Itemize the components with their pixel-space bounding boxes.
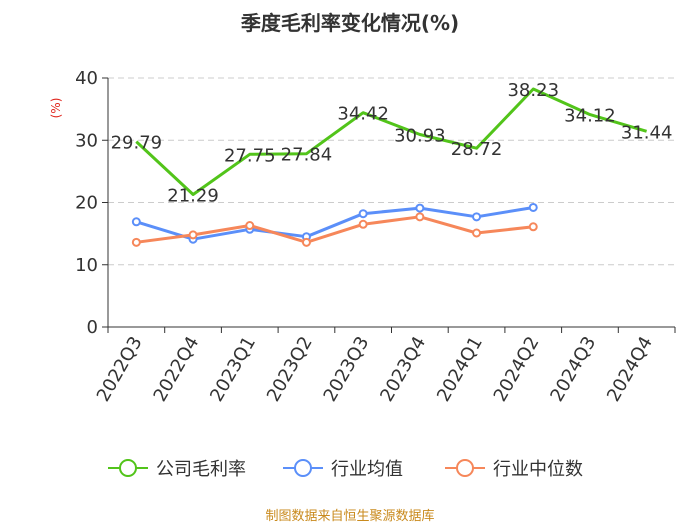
legend-item-1[interactable]: 公司毛利率	[108, 459, 246, 480]
series-line	[135, 87, 648, 196]
y-axis-label: (%)	[49, 98, 63, 119]
data-point	[131, 217, 141, 227]
data-label: 34.12	[564, 106, 616, 127]
x-tick-label: 2024Q1	[433, 333, 487, 405]
data-point	[415, 212, 425, 222]
x-tick-label: 2023Q1	[206, 333, 260, 405]
legend[interactable]: 公司毛利率 行业均值 行业中位数	[108, 459, 583, 480]
legend-marker	[119, 459, 137, 477]
y-tick-label: 30	[75, 130, 98, 151]
series-lines	[131, 87, 648, 247]
data-point	[415, 203, 425, 213]
series-line	[136, 215, 534, 244]
data-label: 29.79	[111, 133, 163, 154]
x-tick-label: 2022Q3	[93, 333, 147, 405]
y-tick-label: 0	[87, 317, 98, 338]
legend-item-2[interactable]: 行业均值	[283, 459, 403, 480]
legend-label: 行业均值	[331, 459, 403, 480]
x-tick-label: 2024Q2	[490, 333, 544, 405]
data-label: 31.44	[621, 122, 673, 143]
x-tick-label: 2023Q4	[376, 333, 430, 405]
data-point	[528, 202, 538, 212]
x-tick-label: 2022Q4	[149, 333, 203, 405]
legend-label: 公司毛利率	[156, 459, 246, 480]
data-point	[472, 212, 482, 222]
x-tick-label: 2023Q2	[263, 333, 317, 405]
data-point	[131, 237, 141, 247]
source-note: 制图数据来自恒生聚源数据库	[265, 508, 434, 524]
data-label: 27.84	[281, 145, 333, 166]
legend-label: 行业中位数	[493, 459, 583, 480]
y-tick-label: 10	[75, 255, 98, 276]
data-point	[245, 221, 255, 231]
data-label: 28.72	[451, 139, 503, 160]
data-point	[358, 219, 368, 229]
data-label: 30.93	[394, 125, 446, 146]
data-point	[188, 230, 198, 240]
data-label: 34.42	[337, 104, 389, 125]
y-tick-label: 40	[75, 68, 98, 89]
series-1	[135, 87, 648, 196]
y-tick-label: 20	[75, 193, 98, 214]
series-2	[131, 202, 538, 244]
series-line	[135, 206, 534, 241]
x-tick-label: 2023Q3	[320, 333, 374, 405]
series-3	[131, 212, 538, 247]
data-point	[528, 222, 538, 232]
data-label: 21.29	[167, 185, 219, 206]
x-tick-label: 2024Q3	[546, 333, 600, 405]
chart-title: 季度毛利率变化情况(%)	[240, 11, 459, 35]
data-point	[472, 228, 482, 238]
data-point	[358, 209, 368, 219]
data-label: 27.75	[224, 145, 276, 166]
legend-marker	[294, 459, 312, 477]
data-point	[301, 237, 311, 247]
data-label: 38.23	[507, 80, 559, 101]
legend-marker	[456, 459, 474, 477]
x-tick-label: 2024Q4	[603, 333, 657, 405]
gridlines	[108, 77, 675, 266]
legend-item-3[interactable]: 行业中位数	[445, 459, 583, 480]
